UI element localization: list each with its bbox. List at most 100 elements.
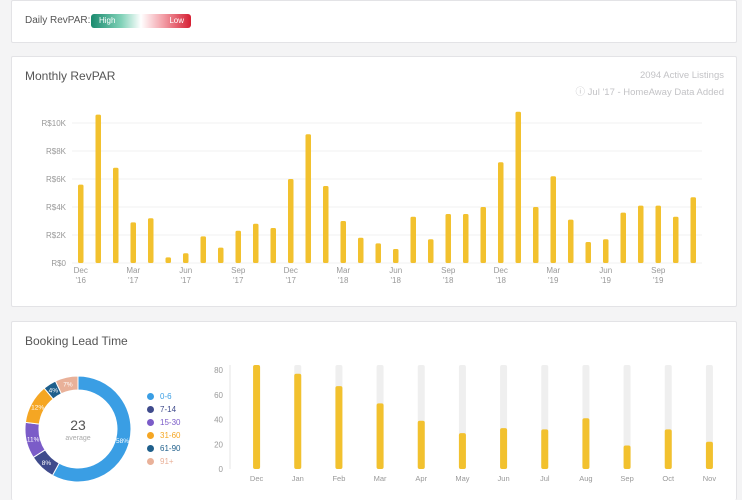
monthly-x-tick-month: Sep <box>441 266 456 275</box>
donut-slice[interactable] <box>54 375 79 395</box>
monthly-x-tick-year: '18 <box>496 276 507 285</box>
legend-high-label: High <box>99 16 116 25</box>
lead-time-legend-item[interactable]: 0-6 <box>147 390 180 403</box>
lead-x-tick-label: May <box>455 474 469 483</box>
monthly-bar[interactable] <box>218 247 224 263</box>
monthly-y-tick-label: R$0 <box>51 259 66 268</box>
lead-bar[interactable] <box>705 441 713 469</box>
lead-bar[interactable] <box>582 418 590 469</box>
lead-y-tick-label: 20 <box>214 440 223 449</box>
monthly-bar[interactable] <box>463 214 469 263</box>
lead-bar[interactable] <box>335 386 343 469</box>
lead-x-tick-label: Dec <box>250 474 264 483</box>
lead-bar[interactable] <box>294 373 302 469</box>
lead-y-tick-label: 40 <box>214 416 223 425</box>
lead-time-legend-item[interactable]: 7-14 <box>147 403 180 416</box>
monthly-x-tick-month: Mar <box>126 266 140 275</box>
monthly-y-tick-label: R$2K <box>46 231 67 240</box>
lead-bar-track <box>623 365 631 469</box>
monthly-bar[interactable] <box>113 167 119 263</box>
monthly-bar[interactable] <box>655 205 662 263</box>
average-lead-time-value: 23 <box>70 417 86 433</box>
monthly-bar[interactable] <box>340 221 347 263</box>
monthly-bar[interactable] <box>323 186 329 263</box>
donut-slice-label: 8% <box>42 460 52 467</box>
lead-x-tick-label: Jul <box>540 474 550 483</box>
monthly-x-tick-month: Mar <box>546 266 560 275</box>
monthly-bar[interactable] <box>235 230 242 263</box>
legend-swatch <box>147 458 154 465</box>
lead-bar[interactable] <box>417 420 425 469</box>
monthly-bar[interactable] <box>480 207 487 263</box>
lead-time-legend: 0-6 7-14 15-30 31-60 61-90 91+ <box>147 390 180 468</box>
monthly-bar[interactable] <box>620 212 627 263</box>
monthly-bar[interactable] <box>498 162 504 263</box>
monthly-bar[interactable] <box>568 219 574 263</box>
lead-y-tick-label: 0 <box>219 465 224 474</box>
lead-bar[interactable] <box>541 429 549 469</box>
monthly-x-tick-year: '19 <box>548 276 559 285</box>
monthly-bar[interactable] <box>515 111 522 263</box>
monthly-revpar-card: Monthly RevPAR 2094 Active Listings ⓘ Ju… <box>11 56 737 307</box>
monthly-bar[interactable] <box>410 216 417 263</box>
monthly-bar[interactable] <box>445 214 452 263</box>
active-listings-count: 2094 Active Listings <box>640 70 724 81</box>
monthly-bar[interactable] <box>638 205 644 263</box>
lead-y-tick-label: 80 <box>214 366 223 375</box>
monthly-bar[interactable] <box>78 184 84 263</box>
monthly-bar[interactable] <box>288 179 294 263</box>
monthly-bar[interactable] <box>603 239 609 263</box>
monthly-x-tick-year: '17 <box>286 276 297 285</box>
monthly-bar[interactable] <box>253 223 259 263</box>
monthly-x-tick-month: Mar <box>336 266 350 275</box>
monthly-bar[interactable] <box>270 228 277 263</box>
lead-time-legend-item[interactable]: 61-90 <box>147 442 180 455</box>
legend-swatch <box>147 432 154 439</box>
monthly-bar[interactable] <box>673 216 679 263</box>
monthly-bar[interactable] <box>393 249 399 263</box>
lead-time-legend-item[interactable]: 15-30 <box>147 416 180 429</box>
monthly-bar[interactable] <box>533 207 539 263</box>
monthly-bar[interactable] <box>585 242 592 263</box>
monthly-bar[interactable] <box>358 237 364 263</box>
donut-slice-label: 4% <box>49 388 59 395</box>
lead-bar[interactable] <box>500 428 508 469</box>
monthly-bar[interactable] <box>375 243 382 263</box>
monthly-bar[interactable] <box>305 134 312 263</box>
lead-bar[interactable] <box>458 433 466 469</box>
monthly-revpar-title: Monthly RevPAR <box>25 69 116 83</box>
monthly-x-tick-year: '16 <box>76 276 87 285</box>
legend-low-label: Low <box>169 16 184 25</box>
donut-slice-label: 58% <box>116 438 129 445</box>
monthly-bar[interactable] <box>148 218 154 263</box>
daily-revpar-card: Daily RevPAR: High Low <box>11 0 737 43</box>
monthly-x-tick-month: Dec <box>494 266 508 275</box>
lead-bar[interactable] <box>664 429 672 469</box>
legend-label: 31-60 <box>160 431 181 440</box>
lead-x-tick-label: Nov <box>703 474 717 483</box>
monthly-bar[interactable] <box>690 197 697 263</box>
lead-x-tick-label: Jun <box>498 474 510 483</box>
lead-bar[interactable] <box>376 403 384 469</box>
lead-time-legend-item[interactable]: 31-60 <box>147 429 180 442</box>
donut-slice-label: 11% <box>27 437 40 444</box>
legend-label: 15-30 <box>160 418 181 427</box>
monthly-x-tick-year: '18 <box>391 276 402 285</box>
data-added-note[interactable]: ⓘ Jul '17 - HomeAway Data Added <box>575 87 724 98</box>
monthly-x-tick-year: '17 <box>233 276 244 285</box>
legend-swatch <box>147 406 154 413</box>
monthly-bar[interactable] <box>165 257 172 263</box>
average-lead-time-label: average <box>65 435 91 442</box>
monthly-bar[interactable] <box>183 253 189 263</box>
lead-bar[interactable] <box>623 445 631 469</box>
monthly-revpar-chart: R$0R$2KR$4KR$6KR$8KR$10KDec'16Mar'17Jun'… <box>42 111 702 285</box>
monthly-bar[interactable] <box>130 222 137 263</box>
monthly-bar[interactable] <box>428 239 434 263</box>
monthly-bar[interactable] <box>95 114 102 263</box>
monthly-bar[interactable] <box>200 236 207 263</box>
lead-x-tick-label: Mar <box>374 474 387 483</box>
monthly-bar[interactable] <box>550 176 557 263</box>
lead-time-legend-item[interactable]: 91+ <box>147 455 180 468</box>
monthly-x-tick-year: '18 <box>338 276 349 285</box>
lead-bar[interactable] <box>253 365 261 469</box>
